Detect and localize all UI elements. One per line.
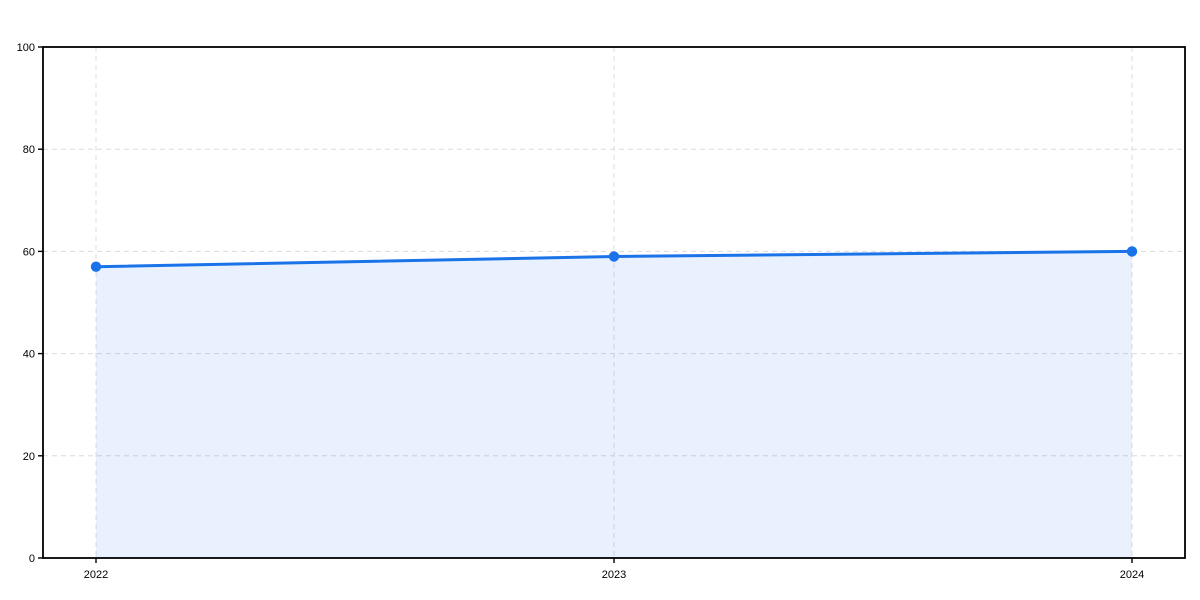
y-tick-label: 20: [23, 451, 35, 463]
y-tick-label: 60: [23, 246, 35, 258]
y-tick-label: 100: [17, 42, 35, 54]
data-point-marker: [90, 261, 102, 272]
y-tick-label: 80: [23, 144, 35, 156]
data-point-marker: [1126, 246, 1138, 257]
area-fill: [96, 251, 1132, 558]
x-tick-label: 2023: [602, 569, 626, 581]
y-tick-label: 40: [23, 349, 35, 361]
axes-frame: [42, 46, 1186, 559]
x-tick-label: 2022: [84, 569, 108, 581]
y-tick-label: 0: [29, 553, 35, 565]
x-tick-label: 2024: [1120, 569, 1144, 581]
data-point-marker: [608, 251, 620, 262]
